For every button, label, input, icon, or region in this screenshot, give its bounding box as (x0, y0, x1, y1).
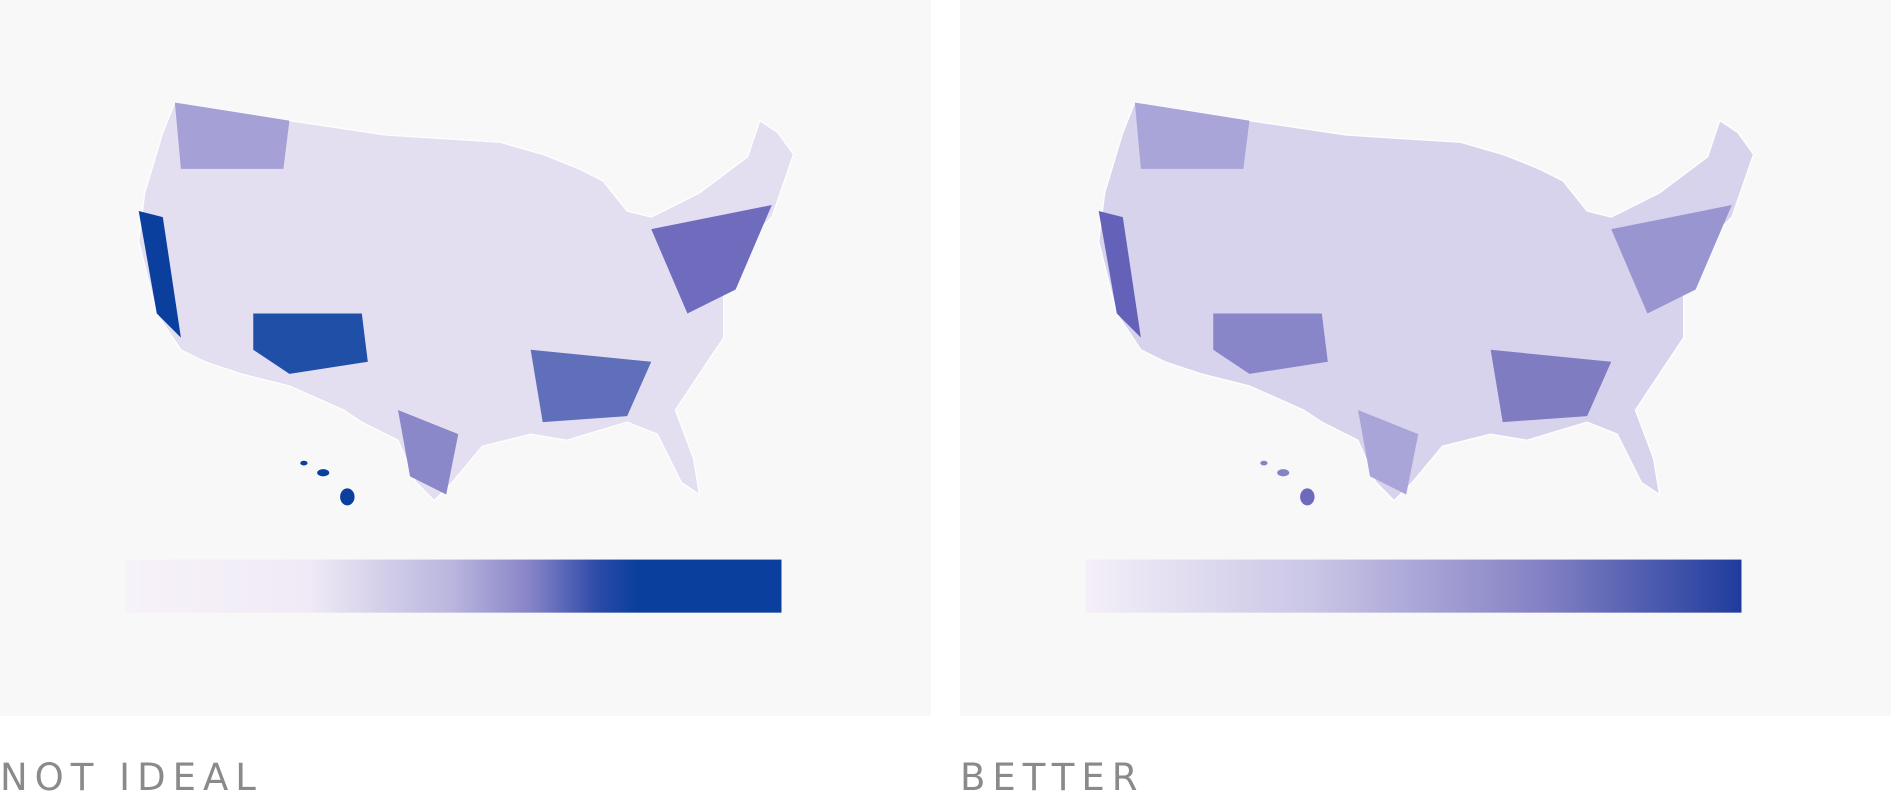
map-not-ideal (125, 101, 795, 613)
panel-label: NOT IDEAL (0, 756, 263, 799)
map-comparison (125, 101, 1755, 613)
map-better (1085, 101, 1755, 613)
panel-label: BETTER (960, 756, 1145, 799)
